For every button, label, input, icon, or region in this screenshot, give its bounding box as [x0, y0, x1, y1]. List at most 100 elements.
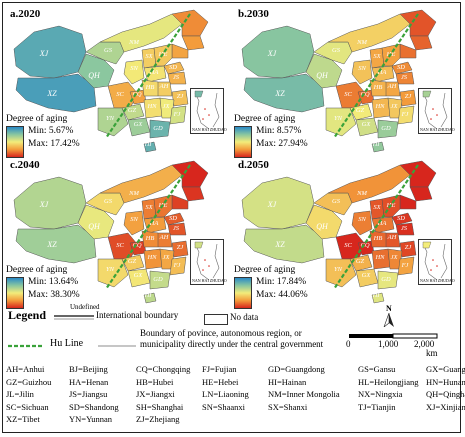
abbreviation-item: HE=Hebei [202, 376, 239, 387]
map-legend: Legend Undefined International boundary … [4, 303, 465, 431]
aging-min: Min: 17.84% [256, 277, 307, 287]
province-label-zj: ZJ [177, 244, 185, 251]
choropleth-map: XJXZQHGSNMSXHESDSNHAJSAHSCCQHBZJGZHNJXFJ… [241, 160, 437, 304]
province-label-sc: SC [116, 91, 124, 98]
choropleth-map: XJXZQHGSNMSXHESDSNHAJSAHSCCQHBZJGZHNJXFJ… [241, 9, 437, 153]
province-label-fj: FJ [401, 262, 410, 269]
province-sd [391, 61, 413, 75]
province-xz [243, 224, 325, 264]
undefined-label: Undefined [70, 303, 100, 311]
province-label-gz: GZ [128, 258, 137, 265]
aging-min: Min: 13.64% [28, 277, 79, 287]
province-hb [141, 79, 159, 97]
province-label-sx: SX [373, 204, 381, 211]
province-hb [141, 230, 159, 248]
province-label-sc: SC [116, 242, 124, 249]
province-label-fj: FJ [173, 111, 182, 118]
aging-color-ramp [234, 126, 252, 158]
province-label-qh: QH [88, 222, 101, 231]
province-label-jx: JX [391, 103, 399, 110]
province-jl [181, 186, 205, 202]
province-nm [327, 13, 411, 53]
province-label-hb: HB [145, 84, 155, 91]
province-label-hi: HI [372, 292, 381, 299]
province-xj [13, 25, 87, 79]
intl-boundary-label: International boundary [96, 310, 179, 320]
scale-bar [349, 333, 438, 339]
province-label-nm: NM [128, 39, 139, 46]
abbreviation-item: HN=Hunan [426, 376, 465, 387]
province-label-hb: HB [145, 235, 155, 242]
abbreviation-item: YN=Yunnan [69, 414, 113, 424]
inset-label: NAN HAI ZHUDAO [192, 127, 227, 132]
province-ln [171, 194, 189, 210]
province-label-gd: GD [153, 276, 163, 283]
abbreviation-item: XZ=Tibet [6, 414, 40, 424]
abbreviation-item: ZJ=Zhejiang [136, 414, 180, 424]
province-sn [123, 59, 145, 85]
province-label-zj: ZJ [405, 93, 413, 100]
province-js [167, 71, 187, 85]
province-label-qh: QH [316, 71, 329, 80]
province-nm [327, 164, 411, 204]
province-label-xj: XJ [267, 200, 277, 209]
province-sn [351, 59, 373, 85]
province-fj [397, 105, 415, 125]
province-label-nm: NM [356, 190, 367, 197]
province-xz [15, 224, 97, 264]
province-jl [409, 186, 433, 202]
abbreviation-item: TJ=Tianjin [358, 401, 396, 412]
province-label-js: JS [173, 225, 180, 232]
province-label-jx: JX [391, 254, 399, 261]
province-label-js: JS [401, 225, 408, 232]
panel-title: b.2030 [238, 8, 269, 20]
province-gd [377, 119, 399, 139]
map-panel-3: XJXZQHGSNMSXHESDSNHAJSAHSCCQHBZJGZHNJXFJ… [4, 155, 232, 309]
province-hi [143, 141, 157, 153]
province-qh [305, 53, 343, 89]
hu-line-label: Hu Line [50, 338, 84, 349]
aging-min-max: Min: 13.64% Max: 38.30% [28, 276, 80, 302]
province-label-zj: ZJ [405, 244, 413, 251]
abbreviation-item: SD=Shandong [69, 401, 119, 412]
province-xj [241, 25, 315, 79]
province-yn [97, 107, 129, 137]
province-label-gs: GS [332, 47, 341, 54]
province-sd [163, 212, 185, 226]
map-panel-1: XJXZQHGSNMSXHESDSNHAJSAHSCCQHBZJGZHNJXFJ… [4, 4, 232, 158]
province-hb [369, 230, 387, 248]
north-label: N [386, 304, 392, 313]
province-label-hn: HN [146, 254, 157, 261]
province-label-gs: GS [104, 47, 113, 54]
province-label-xz: XZ [46, 89, 57, 98]
province-label-sd: SD [169, 64, 177, 71]
abbreviation-item: SC=Sichuan [6, 401, 49, 412]
abbreviation-item: NM=Inner Mongolia [268, 389, 340, 399]
province-ha [371, 65, 395, 83]
degree-of-aging-title: Degree of aging [234, 265, 296, 275]
province-qh [305, 204, 343, 240]
province-yn [325, 107, 357, 137]
province-label-hn: HN [374, 254, 385, 261]
province-label-gd: GD [153, 125, 163, 132]
province-gz [349, 103, 373, 121]
aging-min-max: Min: 5.67% Max: 17.42% [28, 125, 80, 151]
province-label-gx: GX [362, 272, 372, 279]
degree-of-aging-title: Degree of aging [6, 114, 68, 124]
province-xj [13, 176, 87, 230]
province-fj [169, 256, 187, 276]
province-nm [99, 164, 183, 204]
hu-line [333, 164, 419, 290]
abbreviation-item: NX=Ningxia [358, 389, 403, 399]
province-label-hi: HI [372, 141, 381, 148]
province-label-gz: GZ [128, 107, 137, 114]
province-label-cq: CQ [132, 91, 141, 98]
aging-min-max: Min: 17.84% Max: 44.06% [256, 276, 308, 302]
province-label-gx: GX [134, 121, 144, 128]
choropleth-map: XJXZQHGSNMSXHESDSNHAJSAHSCCQHBZJGZHNJXFJ… [13, 9, 209, 153]
province-label-yn: YN [106, 115, 115, 122]
degree-of-aging-title: Degree of aging [234, 114, 296, 124]
province-boundary-label-2: municipality directly under the central … [140, 339, 324, 349]
abbreviation-item: XJ=Xinjiang [426, 401, 465, 412]
province-label-hn: HN [146, 103, 157, 110]
